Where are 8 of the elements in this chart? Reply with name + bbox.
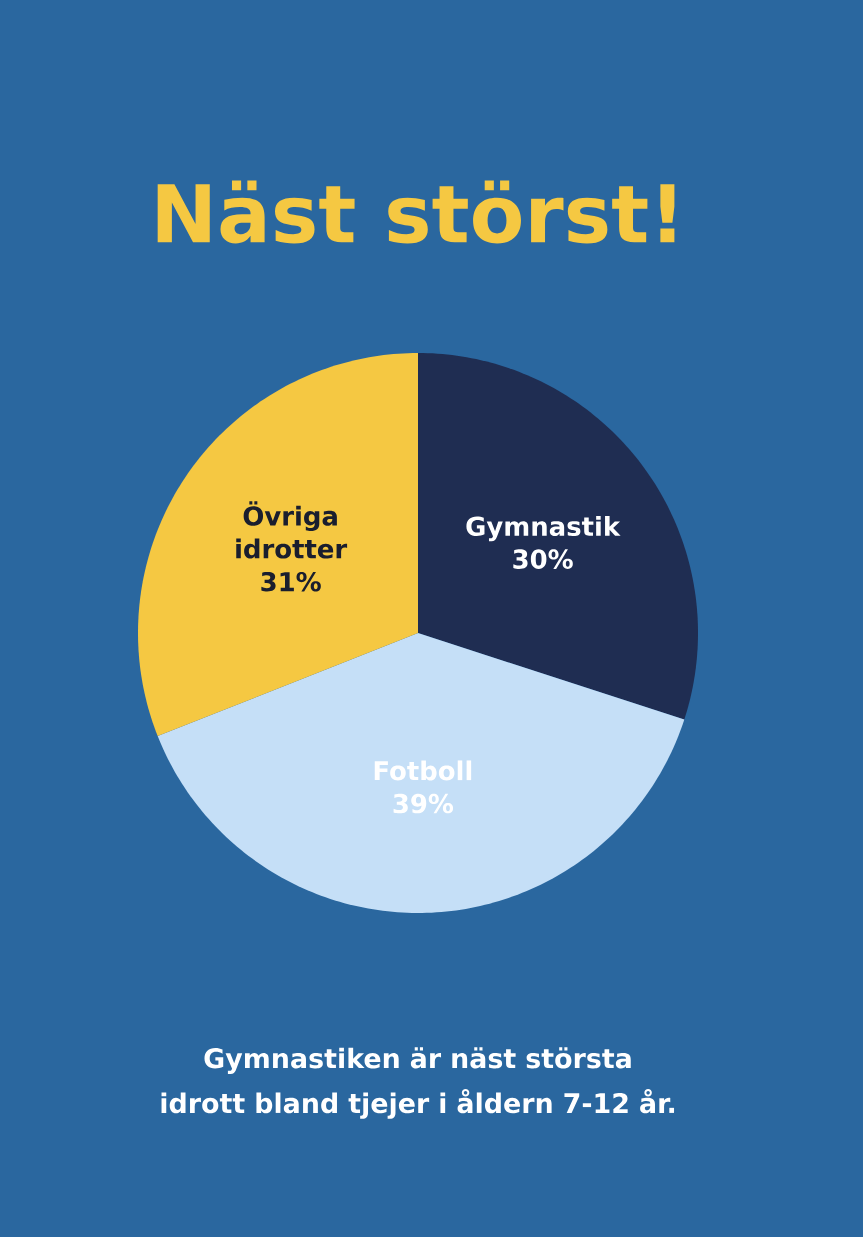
slice-label: Gymnastik: [466, 515, 621, 542]
chart-title: Näst störst!: [157, 180, 675, 244]
data-label: 39%: [393, 793, 454, 814]
data-label: 31%: [261, 571, 321, 592]
text: Gymnastiken är näst största idrott bland tjejer i åldern 7-12 år.: [161, 1047, 675, 1119]
data-label: 30%: [513, 549, 573, 569]
slice-label: Övriga idrotter: [236, 501, 348, 559]
slice-label: Fotboll: [374, 760, 472, 781]
